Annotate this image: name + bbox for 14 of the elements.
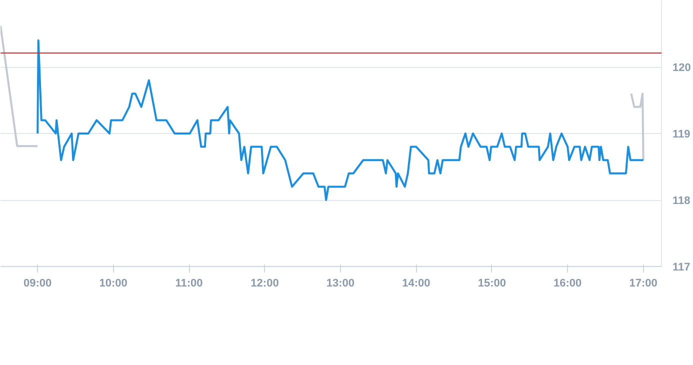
x-tick-label: 10:00 [99,278,128,290]
y-tick-label: 119 [672,128,690,140]
y-tick-label: 117 [672,262,690,274]
x-tick-label: 09:00 [24,278,52,290]
y-tick-label: 120 [672,62,691,74]
x-tick-label: 14:00 [402,278,430,290]
x-tick-label: 13:00 [326,278,355,290]
x-tick-label: 16:00 [554,278,582,290]
x-tick-label: 11:00 [175,278,203,290]
x-tick-label: 12:00 [250,278,279,290]
x-tick-label: 15:00 [478,278,506,290]
line-series [36,39,644,201]
x-tick-label: 17:00 [629,278,658,290]
y-tick-label: 118 [672,195,690,207]
